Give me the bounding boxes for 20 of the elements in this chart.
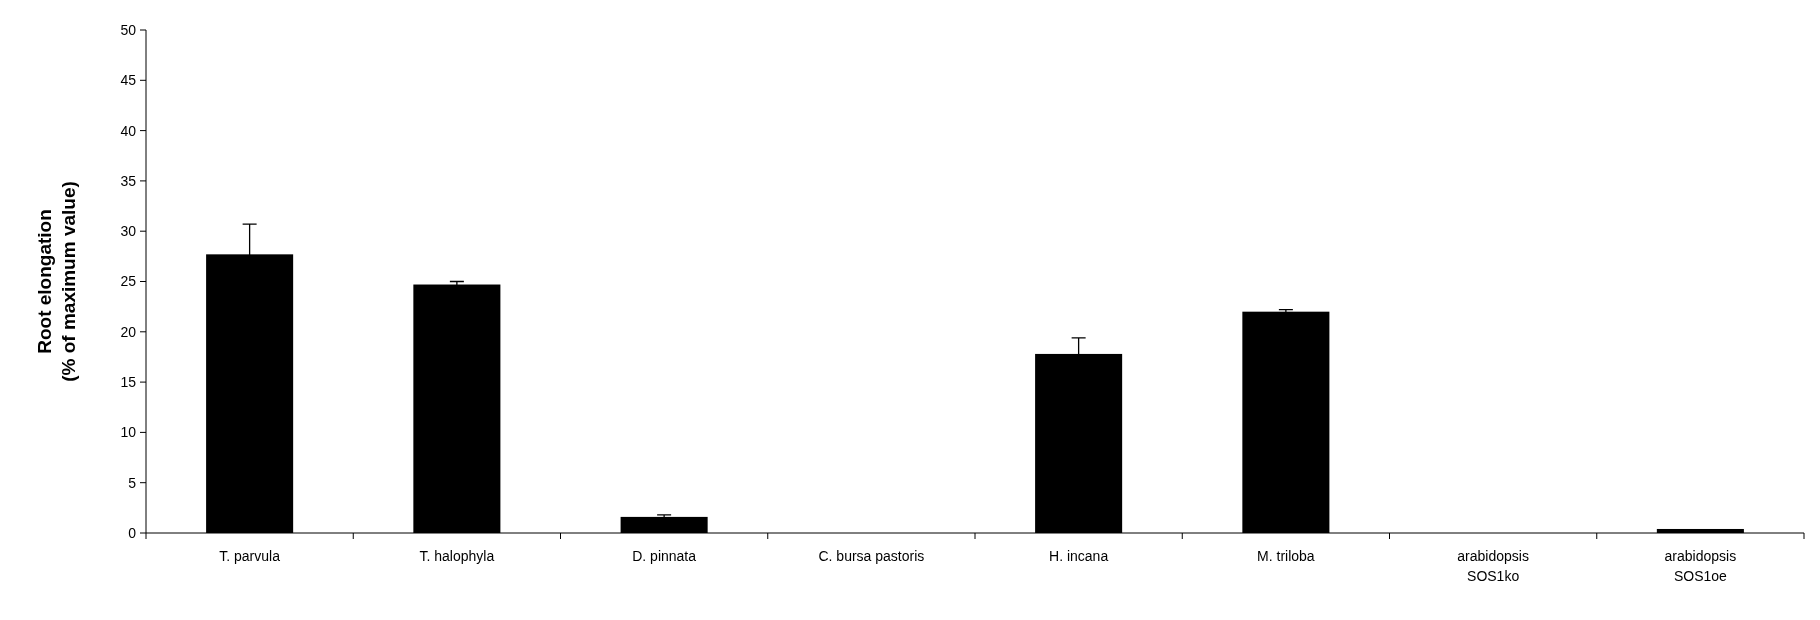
x-tick-label: M. triloba <box>1257 548 1315 564</box>
y-tick-label: 5 <box>128 474 137 491</box>
y-tick-label: 45 <box>120 72 137 89</box>
y-tick-label: 0 <box>128 524 137 541</box>
y-axis-title: Root elongation (% of maximum value) <box>34 181 79 382</box>
x-tick-label: C. bursa pastoris <box>818 548 925 564</box>
y-tick-label: 15 <box>120 374 137 390</box>
y-tick-label: 25 <box>120 273 137 290</box>
y-tick-label: 50 <box>120 21 137 38</box>
y-tick-label: 10 <box>120 424 137 441</box>
y-tick-label: 35 <box>120 172 137 189</box>
y-tick-label: 20 <box>120 323 137 340</box>
x-tick-label: T. halophyla <box>419 548 495 564</box>
x-tick-label: arabidopsis SOS1ko <box>1457 548 1529 585</box>
x-tick-label: D. pinnata <box>632 548 697 564</box>
x-tick-label: arabidopsis SOS1oe <box>1664 548 1737 585</box>
y-tick-label: 40 <box>120 122 137 139</box>
x-tick-label: T. parvula <box>219 548 281 564</box>
y-tick-label: 30 <box>120 223 137 240</box>
x-tick-label: H. incana <box>1049 548 1109 564</box>
